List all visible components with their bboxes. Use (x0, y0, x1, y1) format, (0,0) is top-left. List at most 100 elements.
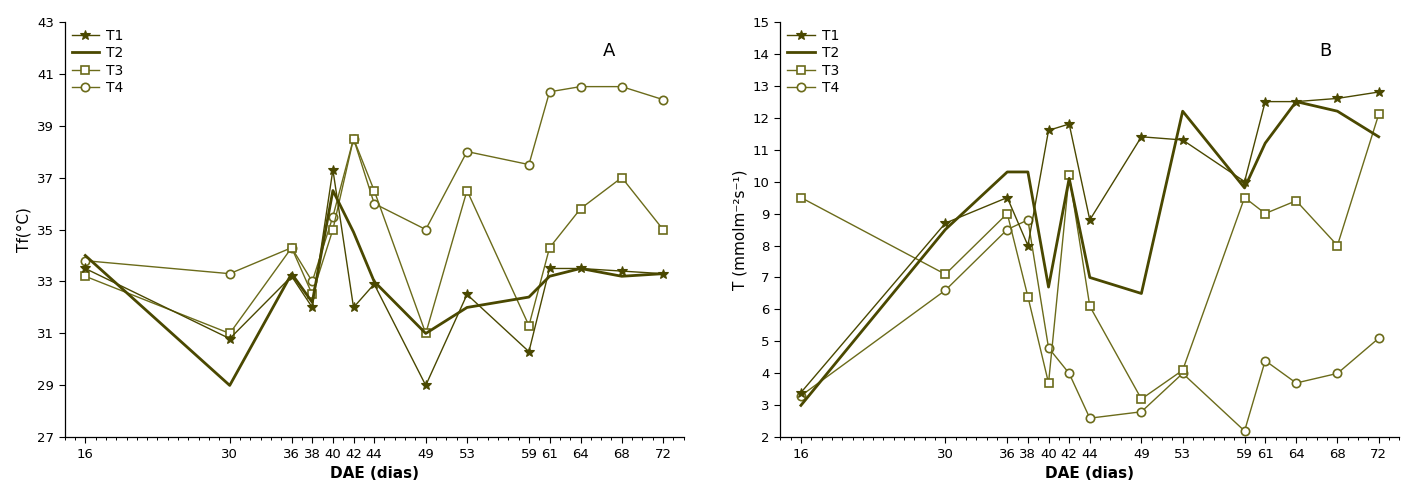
T4 (459, 148, 476, 154)
T1 (613, 268, 630, 274)
T2 (459, 304, 476, 310)
T2 (613, 273, 630, 279)
T2 (283, 271, 300, 277)
T4 (1039, 345, 1056, 351)
T1 (1039, 127, 1056, 133)
T4 (793, 393, 810, 399)
T3 (572, 206, 589, 212)
T4 (1236, 428, 1253, 434)
T4 (654, 97, 671, 103)
T2 (1330, 108, 1347, 114)
T4 (346, 135, 362, 141)
Line: T2: T2 (801, 102, 1379, 405)
T4 (1133, 409, 1150, 415)
T2 (1371, 134, 1388, 140)
T2 (365, 278, 382, 284)
T2 (793, 402, 810, 408)
T1 (346, 304, 362, 310)
Legend: T1, T2, T3, T4: T1, T2, T3, T4 (784, 26, 843, 98)
T2 (346, 229, 362, 235)
T3 (1039, 380, 1056, 386)
T2 (1174, 108, 1191, 114)
T2 (221, 382, 238, 388)
T3 (459, 188, 476, 194)
Line: T4: T4 (797, 216, 1383, 435)
X-axis label: DAE (dias): DAE (dias) (330, 466, 419, 482)
T1 (221, 336, 238, 342)
Line: T4: T4 (81, 83, 667, 286)
T4 (221, 271, 238, 277)
T3 (654, 227, 671, 233)
T2 (654, 271, 671, 277)
T3 (998, 211, 1015, 217)
T3 (1371, 112, 1388, 118)
Line: T1: T1 (796, 87, 1383, 397)
T4 (937, 287, 954, 293)
T4 (1330, 371, 1347, 376)
T4 (365, 201, 382, 207)
T2 (1287, 99, 1304, 105)
T3 (541, 245, 558, 250)
T2 (1082, 274, 1099, 280)
T2 (1133, 290, 1150, 296)
T4 (1082, 415, 1099, 421)
T4 (324, 214, 341, 220)
T1 (521, 349, 538, 355)
T1 (304, 304, 321, 310)
T3 (1257, 211, 1274, 217)
T1 (324, 167, 341, 173)
T1 (1061, 121, 1078, 127)
T3 (418, 331, 435, 337)
T3 (365, 188, 382, 194)
T2 (1039, 284, 1056, 290)
T2 (1020, 169, 1037, 175)
T4 (613, 84, 630, 90)
T2 (541, 273, 558, 279)
T3 (1061, 172, 1078, 178)
T4 (1371, 335, 1388, 341)
T2 (937, 227, 954, 233)
T4 (304, 278, 321, 284)
T2 (1257, 140, 1274, 146)
T3 (1330, 243, 1347, 249)
T1 (1330, 96, 1347, 102)
Text: B: B (1318, 42, 1331, 60)
T2 (1236, 185, 1253, 191)
T1 (459, 291, 476, 297)
T2 (998, 169, 1015, 175)
T4 (283, 245, 300, 250)
T3 (1020, 294, 1037, 300)
T3 (1133, 396, 1150, 402)
T1 (1236, 179, 1253, 185)
T4 (541, 89, 558, 95)
T3 (1082, 303, 1099, 309)
T3 (793, 195, 810, 201)
T4 (572, 84, 589, 90)
Y-axis label: Tf(°C): Tf(°C) (17, 207, 31, 252)
T1 (937, 220, 954, 226)
Legend: T1, T2, T3, T4: T1, T2, T3, T4 (69, 26, 126, 98)
T4 (1174, 371, 1191, 376)
T1 (541, 265, 558, 271)
T3 (76, 273, 93, 279)
T3 (283, 245, 300, 250)
T3 (1174, 367, 1191, 373)
T1 (998, 195, 1015, 201)
Line: T3: T3 (81, 134, 667, 338)
T1 (572, 265, 589, 271)
T4 (1020, 217, 1037, 223)
Line: T3: T3 (797, 110, 1383, 403)
T3 (613, 175, 630, 181)
Y-axis label: T (mmolm⁻²s⁻¹): T (mmolm⁻²s⁻¹) (732, 169, 748, 290)
Line: T1: T1 (81, 165, 668, 390)
Line: T2: T2 (85, 191, 663, 385)
T3 (521, 323, 538, 329)
T1 (1082, 217, 1099, 223)
T3 (221, 331, 238, 337)
Text: A: A (603, 42, 616, 60)
T4 (1257, 358, 1274, 364)
T1 (654, 271, 671, 277)
T1 (283, 273, 300, 279)
T1 (418, 382, 435, 388)
T4 (1061, 371, 1078, 376)
